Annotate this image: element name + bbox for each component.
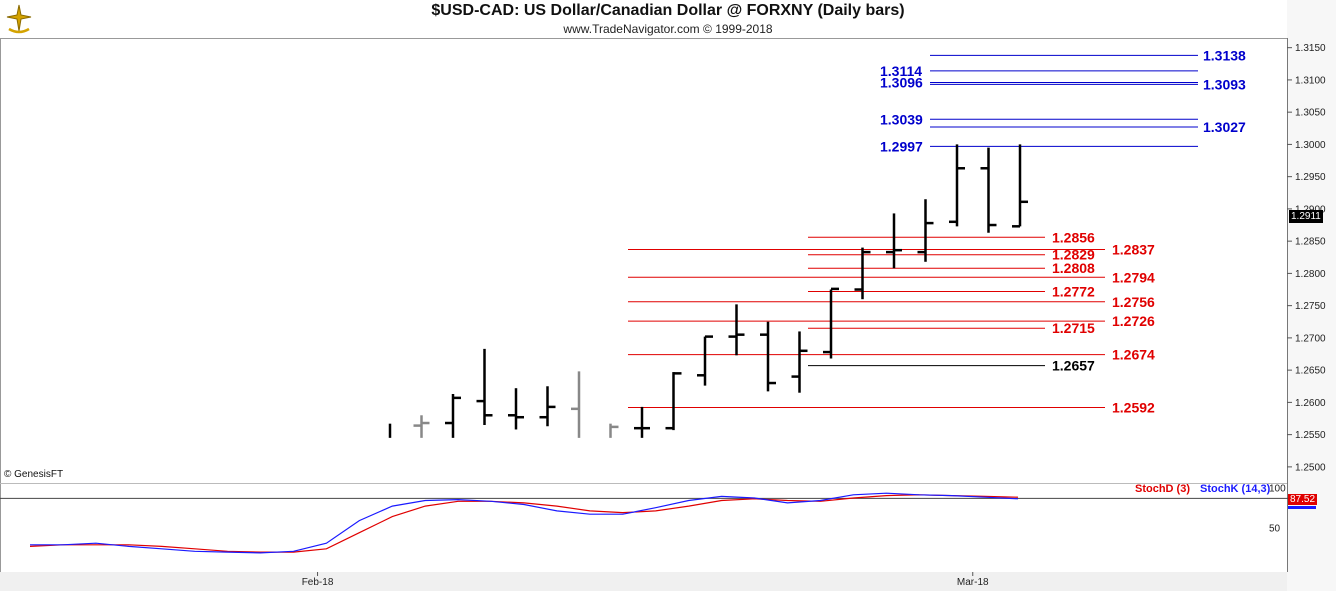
last-stoch-badge: 87.52 (1288, 494, 1318, 505)
y-tick-label: 1.2700 (1295, 333, 1326, 344)
plot-frame (0, 38, 1288, 573)
trade-navigator-logo (3, 3, 35, 35)
last-price-badge: 1.2911 (1289, 210, 1323, 223)
black-level-label: 1.2657 (1052, 358, 1095, 374)
red-level-label: 1.2837 (1112, 242, 1155, 258)
y-tick-label: 1.3150 (1295, 43, 1326, 54)
copyright-text: © GenesisFT (4, 469, 64, 480)
y-tick-label: 1.3000 (1295, 140, 1326, 151)
red-level-label: 1.2794 (1112, 269, 1155, 285)
y-tick-label: 1.3100 (1295, 75, 1326, 86)
y-tick-label: 1.2750 (1295, 301, 1326, 312)
red-level-label: 1.2772 (1052, 283, 1095, 299)
y-tick-label: 1.2800 (1295, 269, 1326, 280)
stochd-line (29, 494, 1019, 553)
y-tick-label: 1.2550 (1295, 430, 1326, 441)
stoch-tick-label: 50 (1269, 524, 1281, 535)
y-tick-label: 1.2500 (1295, 462, 1326, 473)
chart-title: $USD-CAD: US Dollar/Canadian Dollar @ FO… (431, 2, 905, 19)
red-level-label: 1.2674 (1112, 347, 1155, 363)
x-tick-label: Feb-18 (302, 577, 334, 588)
y-tick-label: 1.2900 (1295, 204, 1326, 215)
blue-level-label: 1.3114 (880, 63, 922, 79)
blue-level-label: 1.2997 (880, 138, 923, 154)
stochd-legend: StochD (3) (1135, 483, 1190, 495)
red-level-label: 1.2808 (1052, 260, 1095, 276)
red-level-label: 1.2726 (1112, 313, 1155, 329)
blue-level-label: 1.3096 (880, 75, 923, 91)
stoch-tick-label: 100 (1269, 483, 1286, 494)
blue-level-label: 1.3039 (880, 111, 923, 127)
red-level-label: 1.2856 (1052, 229, 1095, 245)
date-axis-band (0, 572, 1287, 591)
y-tick-label: 1.2950 (1295, 172, 1326, 183)
red-level-label: 1.2715 (1052, 320, 1095, 336)
red-level-label: 1.2756 (1112, 294, 1155, 310)
y-tick-label: 1.2600 (1295, 398, 1326, 409)
x-tick-label: Mar-18 (957, 577, 989, 588)
y-tick-label: 1.3050 (1295, 108, 1326, 119)
red-level-label: 1.2592 (1112, 400, 1155, 416)
blue-level-label: 1.3027 (1203, 119, 1246, 135)
y-tick-label: 1.2650 (1295, 366, 1326, 377)
red-level-label: 1.2829 (1052, 247, 1095, 263)
y-tick-label: 1.2850 (1295, 237, 1326, 248)
chart-subtitle: www.TradeNavigator.com © 1999-2018 (563, 22, 773, 36)
stochk-marker (1288, 506, 1316, 509)
blue-level-label: 1.3138 (1203, 47, 1246, 63)
stochk-line (30, 492, 1019, 554)
stochk-legend: StochK (14,3) (1200, 483, 1271, 495)
price-axis-band (1287, 0, 1336, 591)
blue-level-label: 1.3093 (1203, 76, 1246, 92)
